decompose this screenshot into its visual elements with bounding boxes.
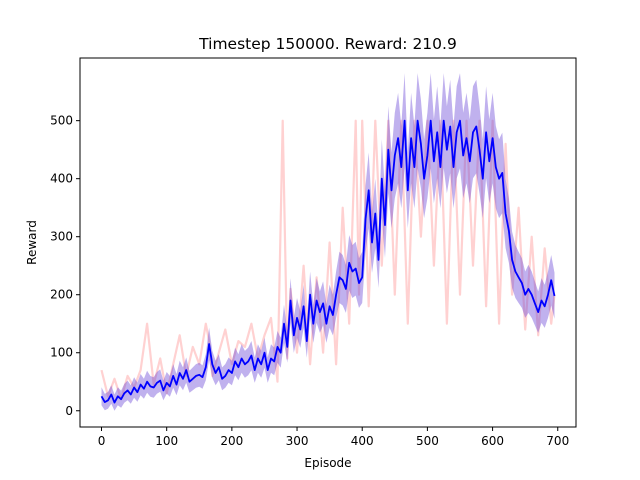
- x-axis-label: Episode: [304, 456, 351, 470]
- x-tick-label: 700: [546, 434, 569, 448]
- x-tick-label: 400: [351, 434, 374, 448]
- x-tick-label: 500: [416, 434, 439, 448]
- y-axis-ticks: 0 100 200 300 400 500: [50, 114, 80, 418]
- series-layer: [100, 73, 556, 411]
- chart-title: Timestep 150000. Reward: 210.9: [198, 35, 457, 53]
- y-tick-label: 200: [50, 288, 73, 302]
- x-axis-ticks: 0 100 200 300 400 500 600 700: [98, 427, 569, 448]
- x-tick-label: 0: [98, 434, 106, 448]
- y-tick-label: 500: [50, 114, 73, 128]
- plot-area: [79, 57, 577, 428]
- plot-frame: [79, 57, 577, 428]
- mean-reward-line: [100, 119, 556, 404]
- y-tick-label: 100: [50, 346, 73, 360]
- x-tick-label: 200: [220, 434, 243, 448]
- y-tick-label: 300: [50, 230, 73, 244]
- x-tick-label: 600: [481, 434, 504, 448]
- y-tick-label: 0: [65, 404, 73, 418]
- x-tick-label: 300: [286, 434, 309, 448]
- x-tick-label: 100: [155, 434, 178, 448]
- y-axis-label: Reward: [25, 220, 39, 265]
- y-tick-label: 400: [50, 172, 73, 186]
